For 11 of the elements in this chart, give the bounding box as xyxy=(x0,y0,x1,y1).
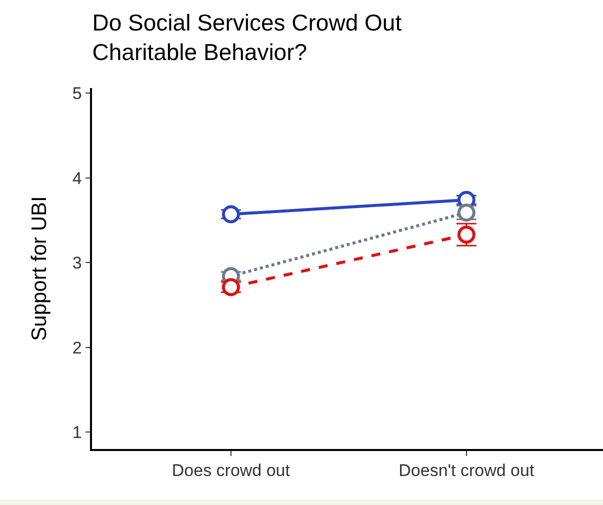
point xyxy=(222,278,240,296)
x-tick-label: Does crowd out xyxy=(172,461,290,480)
y-tick-label: 3 xyxy=(72,254,82,273)
chart-title: Do Social Services Crowd Out Charitable Behavior? xyxy=(92,9,402,66)
y-tick-label: 4 xyxy=(72,168,82,188)
point xyxy=(222,205,240,224)
y-axis-title: Support for UBI xyxy=(28,196,52,341)
x-tick-label: Doesn't crowd out xyxy=(398,461,534,480)
y-tick-label: 1 xyxy=(72,423,82,442)
y-tick-label: 2 xyxy=(72,338,82,358)
y-tick-label: 5 xyxy=(72,84,82,104)
